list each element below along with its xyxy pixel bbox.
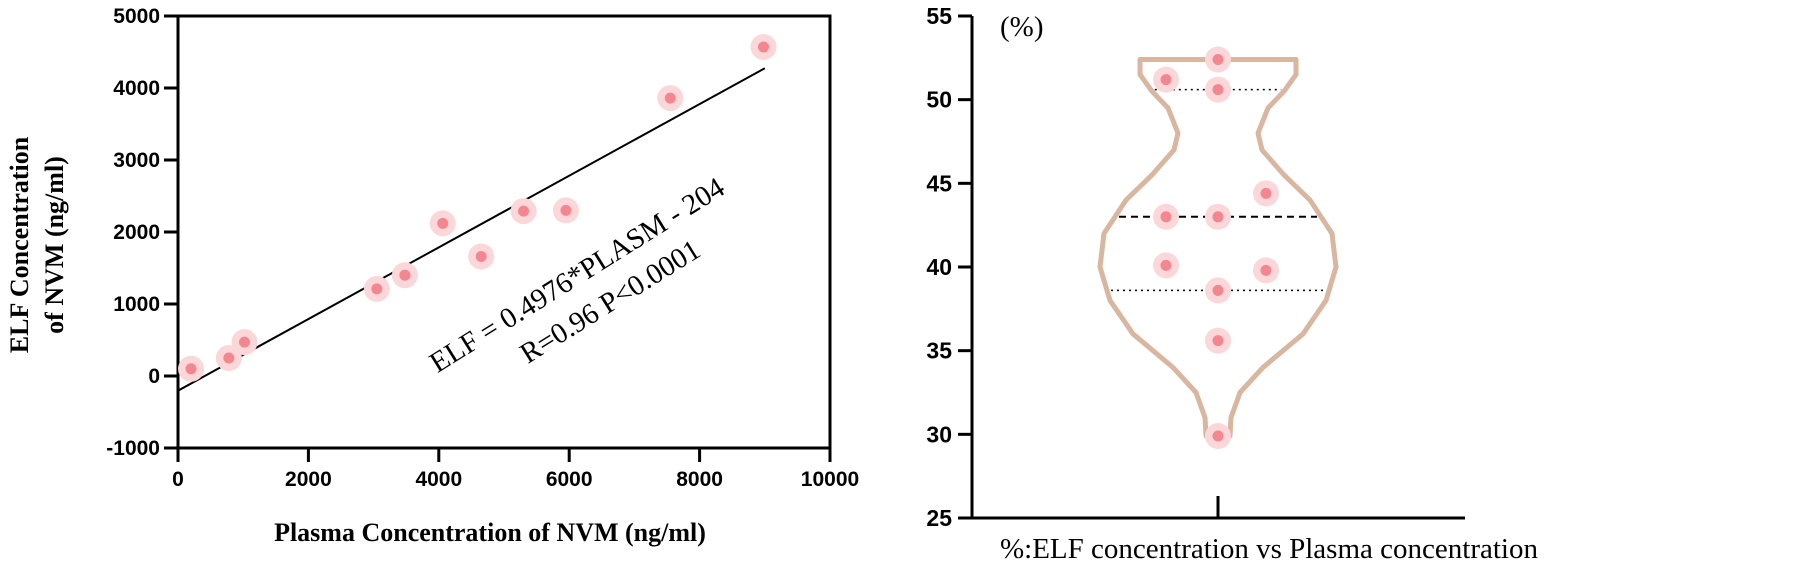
scatter-y-tick-label: -1000 xyxy=(106,437,160,460)
violin-data-point xyxy=(1205,277,1231,304)
violin-data-point xyxy=(1253,257,1279,284)
violin-point-dot xyxy=(1160,259,1172,271)
data-point xyxy=(468,243,495,270)
violin-y-ticks: 25 30 35 40 45 50 55 xyxy=(926,3,972,531)
scatter-x-tick-label: 10000 xyxy=(801,468,859,491)
violin-data-point xyxy=(1153,203,1179,230)
violin-chart: 25 30 35 40 45 50 55 (%) %:ELF concentration v… xyxy=(926,3,1538,565)
data-point xyxy=(363,275,390,302)
data-point-dot xyxy=(185,363,197,375)
data-point xyxy=(657,85,684,112)
data-point-dot xyxy=(223,352,235,364)
scatter-y-axis-title-line1: ELF Concentration xyxy=(5,136,34,353)
violin-unit-label: (%) xyxy=(1000,11,1043,43)
regression-annotation: ELF = 0.4976*PLASM - 204 R=0.96 P<0.0001 xyxy=(424,171,731,379)
violin-y-tick-label: 25 xyxy=(926,505,952,531)
scatter-x-tick-label: 0 xyxy=(172,468,184,491)
violin-y-tick-label: 50 xyxy=(926,87,952,113)
violin-y-tick-label: 55 xyxy=(926,3,952,29)
scatter-plot-frame xyxy=(176,14,832,450)
data-point-dot xyxy=(437,217,449,229)
violin-y-tick-label: 30 xyxy=(926,421,952,447)
data-point-dot xyxy=(239,336,251,348)
violin-point-dot xyxy=(1212,54,1224,66)
violin-point-dot xyxy=(1212,430,1224,442)
scatter-y-tick-label: 0 xyxy=(148,365,160,388)
data-point xyxy=(552,197,579,224)
data-point-dot xyxy=(560,204,572,216)
data-point xyxy=(215,345,242,371)
regression-line xyxy=(177,67,766,392)
scatter-x-ticks: 0 2000 4000 6000 8000 10000 xyxy=(172,448,859,491)
violin-point-dot xyxy=(1212,284,1224,296)
data-point xyxy=(750,33,777,60)
violin-point-dot xyxy=(1160,211,1172,223)
scatter-y-tick-label: 5000 xyxy=(113,5,160,28)
violin-caption: %:ELF concentration vs Plasma concentrat… xyxy=(1000,533,1538,565)
violin-point-dot xyxy=(1160,74,1172,86)
data-point xyxy=(510,198,537,225)
violin-data-point xyxy=(1253,180,1279,207)
violin-data-point xyxy=(1205,203,1231,230)
scatter-y-tick-label: 1000 xyxy=(113,293,160,316)
scatter-x-tick-label: 6000 xyxy=(546,468,593,491)
data-point xyxy=(391,262,418,289)
data-point xyxy=(429,210,456,237)
scatter-x-axis-title: Plasma Concentration of NVM (ng/ml) xyxy=(274,518,706,547)
violin-data-point xyxy=(1205,76,1231,103)
data-point xyxy=(178,355,205,382)
data-point xyxy=(231,329,258,356)
violin-y-tick-label: 40 xyxy=(926,254,952,280)
scatter-x-tick-label: 8000 xyxy=(676,468,723,491)
scatter-y-tick-label: 2000 xyxy=(113,221,160,244)
violin-point-dot xyxy=(1212,335,1224,347)
violin-points xyxy=(1153,46,1279,450)
data-point-dot xyxy=(475,250,487,262)
violin-data-point xyxy=(1205,327,1231,354)
scatter-chart: 0 2000 4000 6000 8000 10000 -1000 0 1000 2000 300… xyxy=(5,5,859,547)
data-point-dot xyxy=(399,269,411,281)
violin-point-dot xyxy=(1212,211,1224,223)
scatter-y-ticks: -1000 0 1000 2000 3000 4000 5000 xyxy=(106,5,178,460)
violin-data-point xyxy=(1205,46,1231,73)
violin-y-tick-label: 45 xyxy=(926,170,952,196)
data-point-dot xyxy=(757,41,769,53)
violin-data-point xyxy=(1153,66,1179,93)
data-point-dot xyxy=(371,283,383,295)
violin-data-point xyxy=(1205,423,1231,450)
regression-equation: ELF = 0.4976*PLASM - 204 xyxy=(424,171,731,379)
scatter-x-tick-label: 2000 xyxy=(285,468,332,491)
scatter-y-tick-label: 3000 xyxy=(113,149,160,172)
violin-shape xyxy=(1097,57,1339,439)
violin-point-dot xyxy=(1260,187,1272,199)
scatter-x-tick-label: 4000 xyxy=(415,468,462,491)
violin-point-dot xyxy=(1212,84,1224,96)
violin-y-tick-label: 35 xyxy=(926,338,952,364)
data-point-dot xyxy=(664,92,676,104)
data-point-dot xyxy=(518,205,530,217)
scatter-points xyxy=(178,33,777,382)
scatter-y-axis-title-line2: of NVM (ng/ml) xyxy=(40,156,69,334)
scatter-y-tick-label: 4000 xyxy=(113,77,160,100)
violin-data-point xyxy=(1153,252,1179,279)
violin-point-dot xyxy=(1260,264,1272,276)
